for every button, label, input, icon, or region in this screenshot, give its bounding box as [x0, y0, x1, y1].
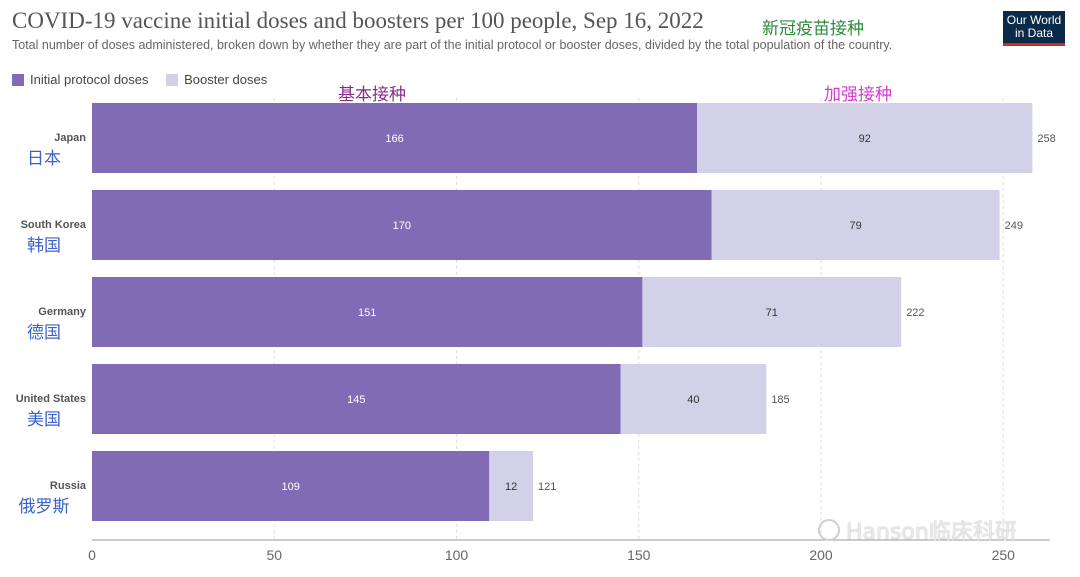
- category-label-cn: 俄罗斯: [19, 497, 70, 517]
- x-tick-label: 100: [445, 547, 469, 563]
- x-tick-label: 50: [266, 547, 282, 563]
- legend-swatch-initial: [12, 73, 24, 86]
- legend-swatch-booster: [166, 73, 179, 86]
- legend-label-booster: Booster doses: [184, 72, 268, 87]
- watermark: Hanson临床科研: [818, 514, 1017, 546]
- x-tick-label: 200: [809, 547, 833, 563]
- bar-total-label: 222: [906, 307, 924, 319]
- chart-subtitle: Total number of doses administered, brok…: [12, 38, 893, 52]
- bar-initial: [92, 451, 490, 521]
- bar-booster: [697, 103, 1033, 173]
- category-label-cn: 韩国: [27, 236, 61, 256]
- legend-item-booster[interactable]: Booster doses: [166, 72, 267, 87]
- bar-booster: [620, 364, 767, 434]
- category-label: Russia: [50, 480, 87, 492]
- annotation-booster-cn: 加强接种: [824, 85, 892, 105]
- bar-label-initial: 170: [393, 220, 411, 232]
- bar-booster: [489, 451, 534, 521]
- category-label-cn: 美国: [27, 410, 61, 430]
- bar-total-label: 249: [1005, 220, 1023, 232]
- category-label: United States: [16, 393, 86, 405]
- x-tick-label: 150: [627, 547, 651, 563]
- x-tick-label: 250: [992, 547, 1016, 563]
- bar-total-label: 258: [1037, 133, 1055, 145]
- logo-line-2: in Data: [1014, 26, 1054, 40]
- bar-initial: [92, 364, 621, 434]
- chart-title: COVID-19 vaccine initial doses and boost…: [12, 8, 704, 33]
- bar-label-booster: 71: [766, 307, 778, 319]
- legend-label-initial: Initial protocol doses: [30, 72, 149, 87]
- bar-booster: [711, 190, 1000, 260]
- category-label: South Korea: [21, 219, 87, 231]
- bar-label-initial: 166: [385, 133, 403, 145]
- watermark-text: Hanson临床科研: [846, 520, 1017, 545]
- owid-logo[interactable]: Our World in Data: [1003, 11, 1065, 46]
- logo-line-1: Our World: [1006, 13, 1062, 27]
- bar-label-booster: 40: [687, 394, 699, 406]
- bar-initial: [92, 277, 643, 347]
- wechat-icon: [818, 519, 840, 541]
- chart-title-cn: 新冠疫苗接种: [762, 19, 864, 39]
- bar-initial: [92, 103, 698, 173]
- bar-label-initial: 145: [347, 394, 365, 406]
- category-label-cn: 德国: [27, 323, 61, 343]
- bar-label-booster: 79: [850, 220, 862, 232]
- bar-total-label: 185: [771, 394, 789, 406]
- category-label: Japan: [54, 132, 86, 144]
- bar-initial: [92, 190, 712, 260]
- bar-label-initial: 109: [281, 481, 299, 493]
- category-label-cn: 日本: [27, 149, 61, 169]
- category-label: Germany: [38, 306, 87, 318]
- legend-item-initial[interactable]: Initial protocol doses: [12, 72, 149, 87]
- x-tick-label: 0: [88, 547, 96, 563]
- bar-label-booster: 12: [505, 481, 517, 493]
- bar-booster: [642, 277, 902, 347]
- annotation-initial-cn: 基本接种: [338, 85, 406, 105]
- chart-legend: Initial protocol doses Booster doses: [12, 72, 281, 89]
- bar-label-booster: 92: [859, 133, 871, 145]
- bar-label-initial: 151: [358, 307, 376, 319]
- bar-total-label: 121: [538, 481, 556, 493]
